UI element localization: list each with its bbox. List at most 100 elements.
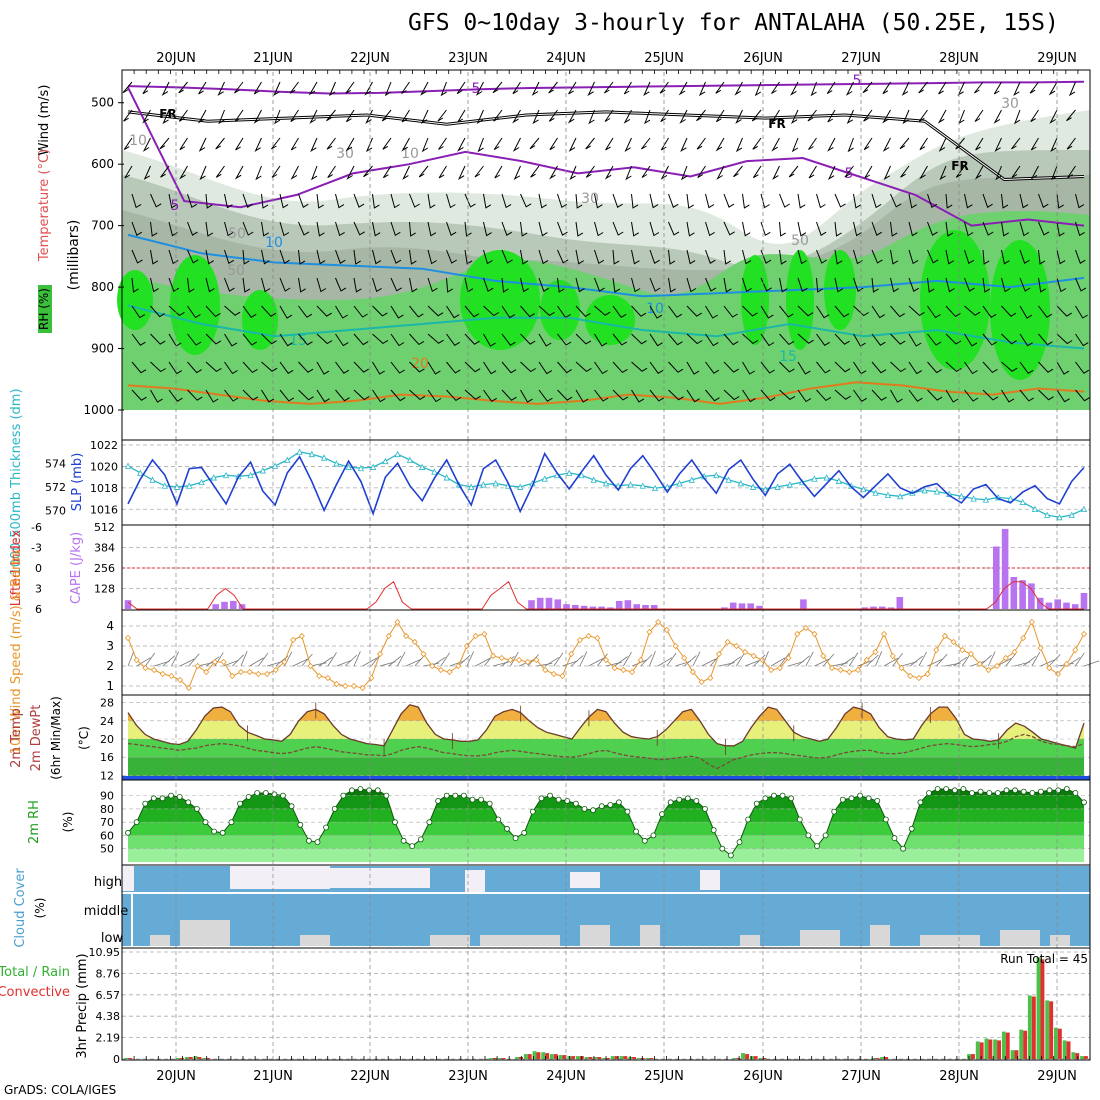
ytick-slp: 1018 [90, 482, 118, 495]
wind-barb [131, 389, 147, 401]
wind-barb [446, 305, 460, 319]
wind-barb [845, 81, 854, 96]
precip-total-bar [1036, 957, 1041, 1059]
wind-barb [760, 389, 776, 402]
wind-barb [982, 389, 999, 401]
thickness-marker [333, 460, 340, 467]
rh-marker [142, 800, 149, 807]
ytick-rh: 60 [100, 829, 114, 842]
rh-marker [262, 790, 269, 796]
wind-barb [1075, 389, 1090, 402]
ytick-rh: 90 [100, 790, 114, 803]
rh-marker [392, 819, 398, 826]
ytick-slp: 1022 [90, 439, 118, 452]
wind-speed-marker [750, 652, 757, 660]
wind-barb [316, 305, 332, 317]
wind-barb [594, 277, 605, 292]
thickness-marker [345, 463, 352, 470]
wind-barb-10m [692, 651, 701, 667]
wind-barb [751, 109, 762, 122]
wind-barb [261, 277, 271, 293]
wind-speed-marker [246, 668, 253, 676]
wind-barb [660, 137, 669, 151]
isotherm-15 [127, 304, 1085, 350]
thickness-marker [676, 480, 683, 487]
wind-speed-marker [203, 668, 210, 676]
thickness-marker [749, 483, 757, 490]
wind-barb [427, 277, 438, 293]
wind-barb [1066, 109, 1076, 122]
ytick-temp: 24 [100, 715, 114, 728]
wind-barb [520, 333, 536, 345]
precip-convective-bar [553, 1054, 558, 1059]
wind-barb [420, 109, 429, 124]
ytick-precip: 0 [113, 1053, 120, 1066]
ytick-precip: 2.19 [96, 1032, 121, 1045]
wind-barb [326, 137, 336, 150]
wind-barb [150, 389, 163, 403]
wind-barb-10m [588, 658, 603, 667]
wind-barb [261, 361, 278, 372]
precip-convective-bar [1066, 1041, 1071, 1059]
precip-convective-bar [527, 1054, 532, 1059]
wind-barb [902, 109, 910, 125]
wind-barb [882, 137, 891, 152]
rh-blob-high [585, 295, 635, 345]
wind-barb [604, 81, 614, 94]
wind-barb [446, 277, 453, 293]
precip-total-bar [749, 1056, 754, 1059]
wind-barb-10m [353, 651, 361, 667]
ylabel-temperature: Temperature (°C) [37, 149, 52, 262]
temp-band [128, 739, 1084, 758]
thickness-marker [897, 492, 904, 500]
thickness-marker [602, 480, 610, 487]
cape-bar [563, 604, 570, 609]
wind-barb [760, 221, 771, 237]
wind-barb [742, 305, 758, 317]
rh-marker [340, 792, 347, 799]
wind-barb [353, 361, 369, 373]
wind-barb [871, 193, 882, 209]
wind-barb [279, 305, 293, 319]
wind-speed-marker [385, 632, 392, 640]
wind-barb [1066, 137, 1076, 150]
precip-total-bar [732, 1058, 737, 1059]
precip-convective-bar [1075, 1053, 1080, 1059]
wind-barb [520, 193, 532, 208]
high-cloud-block [330, 868, 430, 888]
wind-barbs-upper [122, 81, 1090, 403]
wind-barb [779, 221, 786, 237]
wind-barb [427, 305, 444, 317]
wind-barb [530, 165, 540, 178]
wind-barb [1056, 389, 1070, 403]
wind-barb [187, 277, 195, 293]
x-label-top: 28JUN [939, 51, 979, 66]
temp-line [127, 704, 1085, 749]
rh-marker [736, 839, 743, 845]
precip-convective-bar [614, 1056, 619, 1059]
wind-barb [178, 81, 188, 94]
low-cloud-block [180, 920, 230, 946]
wind-speed-marker [229, 672, 236, 680]
wind-barb [643, 81, 651, 97]
wind-barb [890, 193, 902, 208]
wind-speed-marker [324, 674, 331, 682]
contour-label: 5 [472, 81, 481, 97]
wind-barb-10m [1083, 660, 1100, 667]
wind-barb [538, 193, 547, 209]
wind-barb [686, 221, 695, 237]
rh-legend-swatch [38, 285, 52, 333]
high-cloud-block [465, 870, 485, 892]
rh-marker [943, 786, 950, 792]
rh-marker [710, 827, 717, 833]
wind-speed-marker [907, 672, 914, 680]
precip-total-bar [541, 1052, 546, 1059]
wind-speed-marker [237, 668, 245, 676]
wind-barb [316, 389, 330, 403]
wind-barb [853, 333, 866, 347]
wind-barb [686, 333, 703, 345]
precip-total-bar [515, 1057, 520, 1059]
wind-barb [696, 109, 706, 122]
rh-marker [926, 790, 932, 796]
cloud-row-label-low: low [101, 931, 124, 946]
